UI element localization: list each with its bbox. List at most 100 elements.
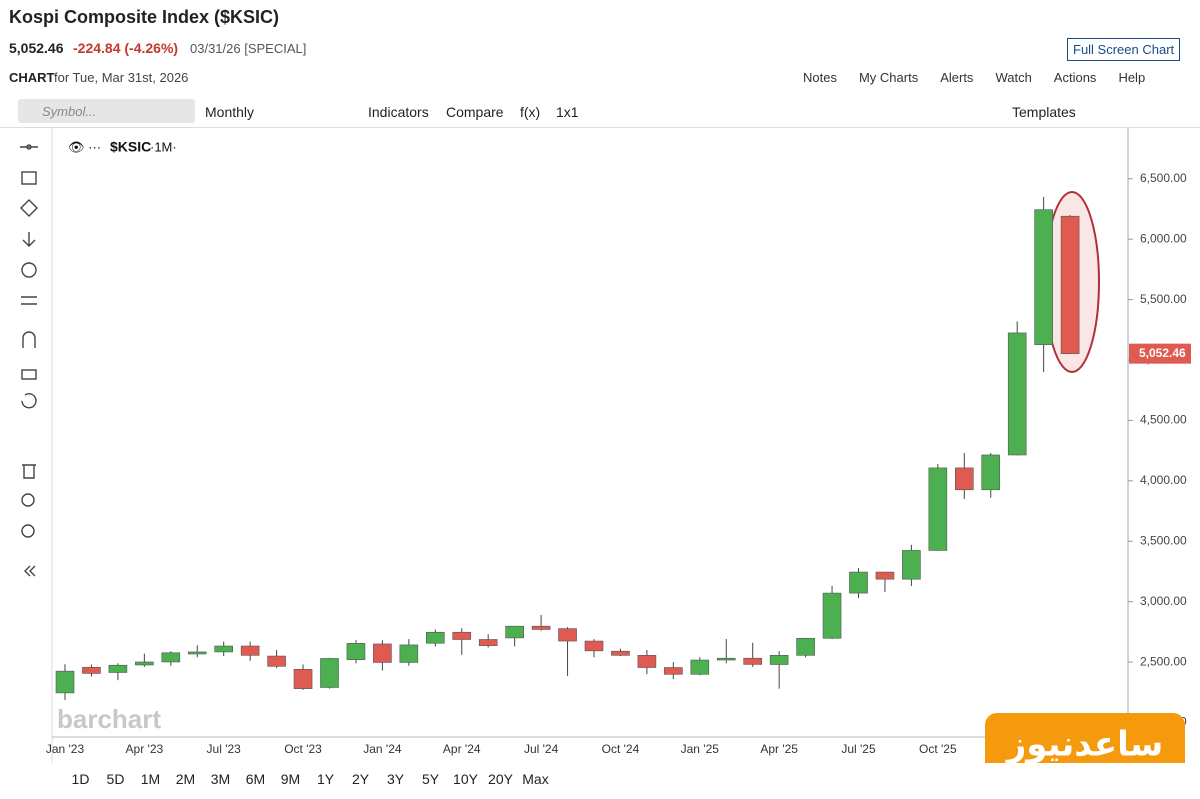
candle-body (399, 644, 419, 663)
candle-body (954, 467, 974, 491)
candle-body (611, 650, 630, 656)
price-change: -224.84 (-4.26%) (73, 40, 179, 56)
candle-body (664, 667, 683, 675)
timeframe[interactable]: 1Y (316, 771, 335, 787)
candle-body (346, 643, 366, 660)
x-tick-label: Oct '25 (919, 742, 957, 756)
divider (0, 127, 1200, 128)
timeframe[interactable]: 9M (280, 771, 301, 787)
candle-body (1034, 209, 1053, 345)
menu-item[interactable]: Notes (803, 70, 837, 85)
candle-body (875, 571, 895, 580)
menu-item[interactable]: Watch (995, 70, 1032, 85)
candle-body (373, 643, 392, 663)
y-tick-label: 2,500.00 (1140, 654, 1187, 668)
timeframe[interactable]: 5Y (421, 771, 440, 787)
menu-item[interactable]: Alerts (940, 70, 974, 85)
timeframe[interactable]: 1D (71, 771, 90, 787)
candle-body (981, 454, 1001, 491)
candle-body (690, 659, 710, 675)
watermark: ساعدنیوز (1005, 725, 1164, 764)
candle-body (1060, 215, 1080, 354)
quote-date: 03/31/26 [SPECIAL] (190, 41, 307, 56)
timeframe[interactable]: 3M (210, 771, 231, 787)
menu-item[interactable]: Actions (1053, 70, 1097, 85)
page-title: Kospi Composite Index ($KSIC) (9, 7, 280, 27)
symbol-input[interactable]: Symbol... (18, 99, 195, 123)
menu-item[interactable]: Help (1118, 70, 1146, 85)
timeframe[interactable]: Max (522, 771, 549, 787)
y-tick-label: 6,000.00 (1140, 231, 1187, 245)
fx-button[interactable]: f(x) (520, 104, 541, 120)
candle-body (1007, 332, 1027, 456)
timeframe[interactable]: 10Y (453, 771, 478, 787)
candle-body (902, 550, 921, 580)
indicators-button[interactable]: Indicators (368, 104, 429, 120)
candle-body (320, 658, 339, 688)
candle-body (796, 637, 815, 656)
y-tick-label: 3,000.00 (1140, 594, 1187, 608)
candle-body (452, 631, 472, 640)
candle-body (584, 640, 604, 652)
legend-interval: ·1M· (150, 139, 177, 154)
candle-body (505, 625, 524, 639)
candle-body (293, 669, 313, 689)
y-tick-label: 3,500.00 (1140, 533, 1187, 547)
candle-body (425, 631, 445, 644)
symbol-placeholder: Symbol... (42, 104, 97, 119)
last-price: 5,052.46 (9, 40, 64, 56)
menu: Notes My Charts Alerts Watch Actions Hel… (803, 70, 1145, 85)
templates-button[interactable]: Templates (1012, 104, 1076, 120)
menu-item[interactable]: My Charts (858, 70, 919, 85)
candle-body (214, 645, 233, 653)
last-price-tag (1129, 343, 1191, 364)
candle-body (55, 670, 75, 694)
candle-body (135, 661, 154, 666)
compare-button[interactable]: Compare (446, 104, 504, 120)
fullscreen-button[interactable]: Full Screen Chart (1067, 38, 1181, 61)
candle-body (240, 645, 260, 656)
candle-body (161, 652, 181, 663)
legend-symbol: $KSIC (110, 139, 151, 155)
timeframe[interactable]: 3Y (386, 771, 405, 787)
timeframe[interactable]: 6M (245, 771, 266, 787)
x-tick-label: Oct '23 (284, 742, 322, 756)
logo: barchart (57, 704, 161, 734)
candle-body (187, 651, 207, 655)
candle-body (928, 467, 948, 551)
x-tick-label: Jul '23 (207, 742, 242, 756)
legend-eye: 👁 ··· (68, 139, 101, 154)
timeframe[interactable]: 5D (106, 771, 125, 787)
timeframe[interactable]: 2Y (351, 771, 370, 787)
y-tick-label: 4,500.00 (1140, 413, 1187, 427)
candle-body (822, 592, 842, 639)
timeframe[interactable]: 1M (140, 771, 161, 787)
y-tick-label: 6,500.00 (1140, 171, 1187, 185)
candle-body (108, 664, 128, 673)
timeframes: 1D 5D 1M 2M 3M 6M 9M 1Y 2Y 3Y 5Y 10Y 20Y Max (63, 771, 553, 787)
x-tick-label: Apr '24 (443, 742, 481, 756)
interval-select[interactable]: Monthly (205, 104, 255, 120)
chart: 👁 ··· $KSIC ·1M· barchart 2,000.002,500.… (20, 128, 1191, 764)
x-tick-label: Apr '25 (760, 742, 798, 756)
layout-button[interactable]: 1x1 (556, 104, 579, 120)
chart-date: for Tue, Mar 31st, 2026 (54, 70, 189, 85)
candle-body (531, 625, 551, 630)
x-tick-label: Jan '25 (681, 742, 720, 756)
x-tick-label: Jul '24 (524, 742, 559, 756)
x-tick-label: Oct '24 (602, 742, 640, 756)
candle-body (558, 628, 577, 642)
candle-body (637, 655, 657, 668)
drawing-tools (20, 144, 38, 577)
candle-body (716, 657, 736, 661)
timeframe[interactable]: 2M (175, 771, 196, 787)
y-tick-label: 5,500.00 (1140, 292, 1187, 306)
watermark-box (985, 713, 1185, 763)
candle-body (82, 666, 101, 674)
candle-body (849, 571, 868, 594)
y-tick-label: 4,000.00 (1140, 473, 1187, 487)
timeframe[interactable]: 20Y (488, 771, 513, 787)
x-tick-label: Jul '25 (841, 742, 876, 756)
x-tick-label: Jan '23 (46, 742, 85, 756)
